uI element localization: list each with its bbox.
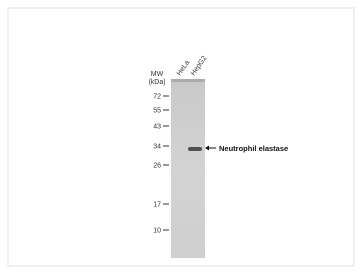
well-edge [171, 79, 205, 82]
mw-label: MW [151, 71, 164, 78]
marker-label: 72 [153, 94, 161, 101]
unit-label: (kDa) [148, 79, 165, 86]
band [188, 147, 202, 151]
blot [171, 79, 205, 258]
figure: MW (kDa) HeLa HepG2 Neutrophil elastase … [0, 0, 362, 274]
marker-label: 43 [153, 124, 161, 131]
marker-label: 17 [153, 202, 161, 209]
marker-label: 10 [153, 228, 161, 235]
marker-label: 34 [153, 144, 161, 151]
body: {"figure": {"mw_label": "MW", "unit_labe… [0, 0, 362, 274]
marker-label: 55 [153, 108, 161, 115]
target-label: Neutrophil elastase [219, 144, 288, 153]
marker-label: 26 [153, 163, 161, 170]
page: html, body { margin: 0; padding: 0; widt… [0, 0, 362, 274]
